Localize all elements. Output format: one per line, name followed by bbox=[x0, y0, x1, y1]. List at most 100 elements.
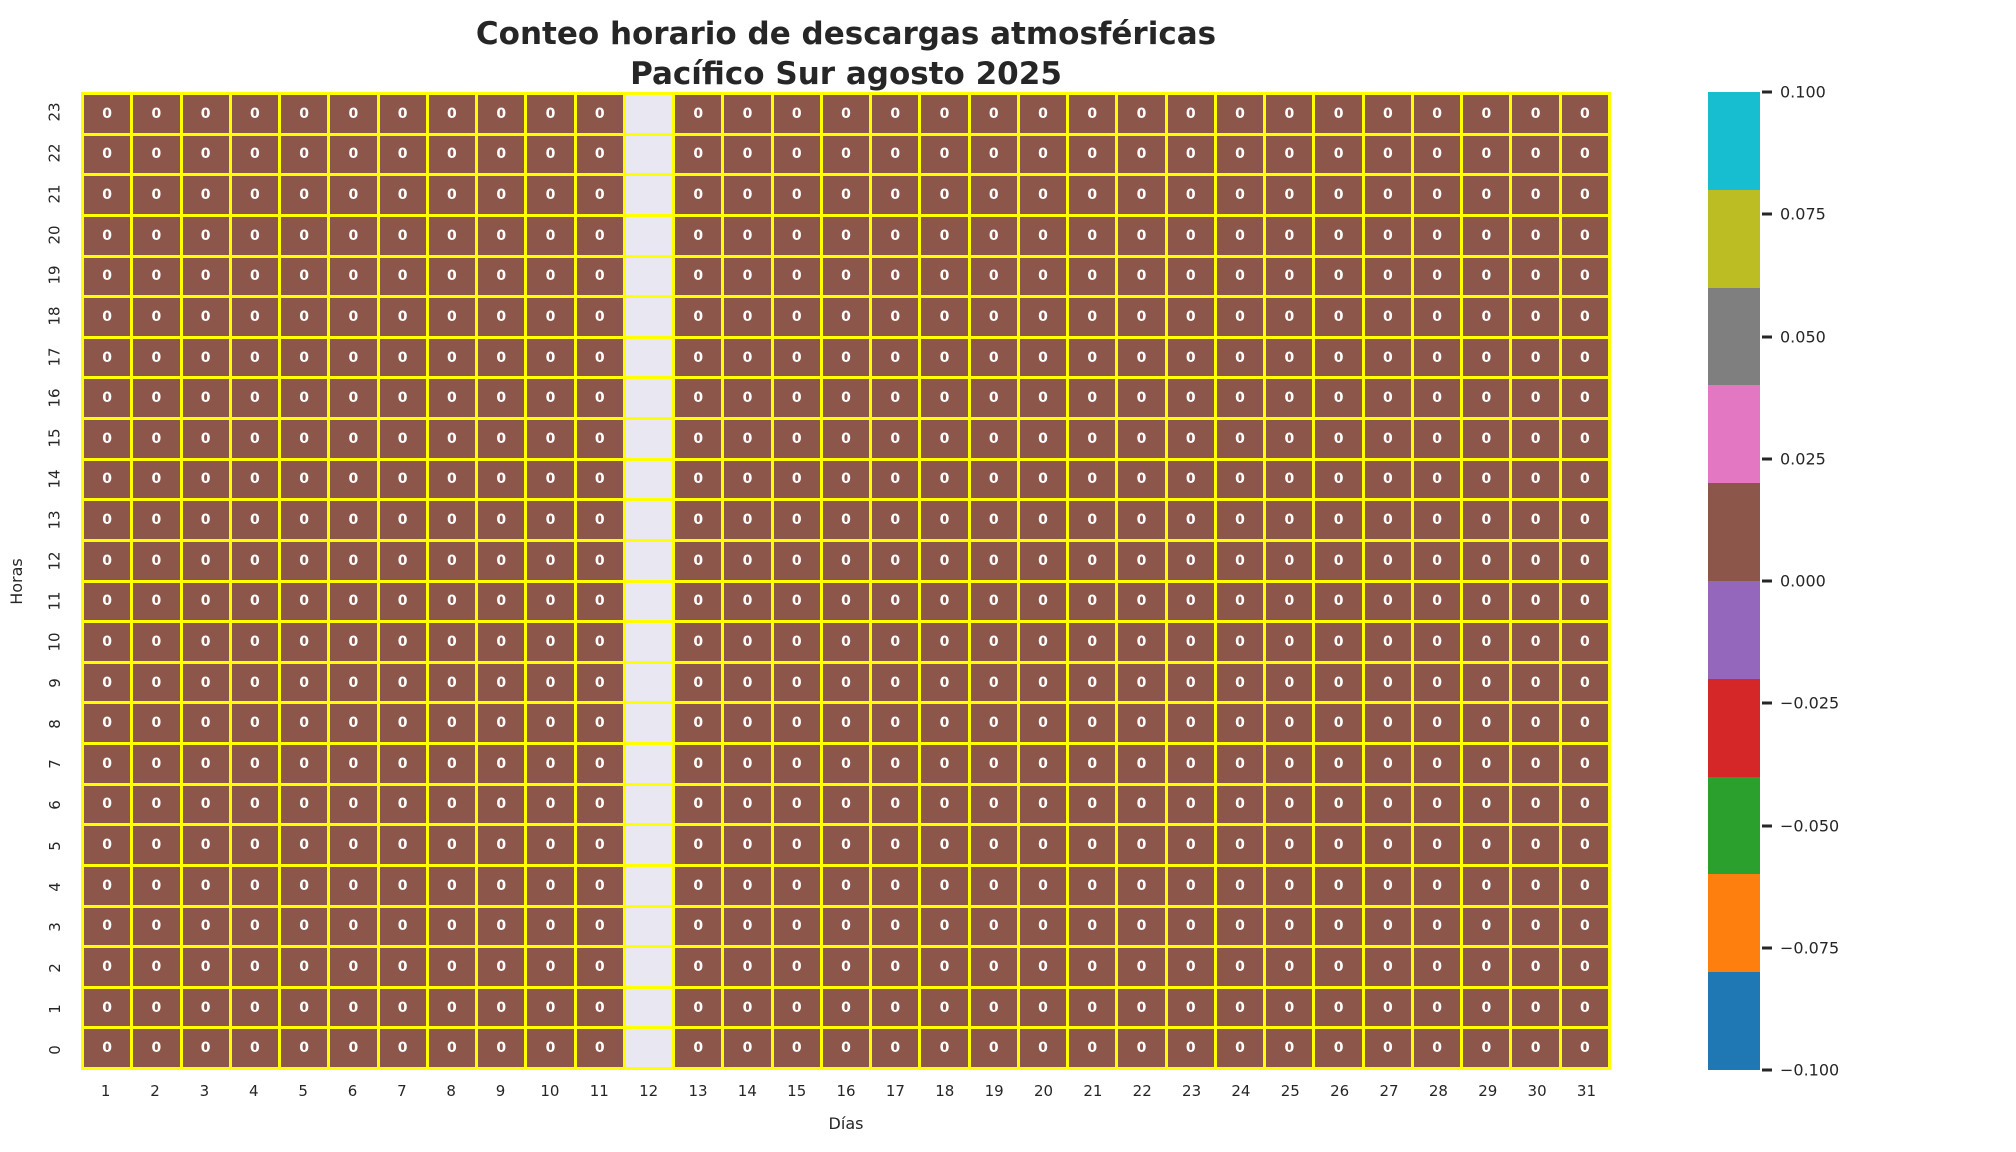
heatmap-cell: 0 bbox=[576, 257, 623, 296]
heatmap-cell: 0 bbox=[1413, 988, 1461, 1027]
heatmap-cell: 0 bbox=[478, 907, 525, 946]
heatmap-cell: 0 bbox=[724, 745, 771, 783]
heatmap-cell: 0 bbox=[428, 135, 476, 174]
heatmap-cell: 0 bbox=[1069, 501, 1116, 539]
heatmap-cell: 0 bbox=[428, 1029, 476, 1067]
heatmap-cell: 0 bbox=[1266, 704, 1313, 742]
heatmap-cell: 0 bbox=[1118, 745, 1165, 783]
heatmap-cell: 0 bbox=[1413, 907, 1461, 946]
heatmap-cell: 0 bbox=[1069, 826, 1116, 864]
colorbar-tick: −0.100 bbox=[1762, 1061, 1839, 1080]
heatmap-cell: 0 bbox=[84, 95, 131, 133]
heatmap-cell-missing bbox=[625, 907, 673, 946]
heatmap-cell: 0 bbox=[231, 623, 279, 661]
heatmap-cell: 0 bbox=[428, 663, 476, 702]
heatmap-cell: 0 bbox=[724, 501, 771, 539]
y-axis-label: Horas bbox=[6, 557, 26, 605]
heatmap-cell: 0 bbox=[872, 866, 919, 905]
heatmap-cell: 0 bbox=[675, 988, 722, 1027]
heatmap-cell: 0 bbox=[133, 907, 180, 946]
heatmap-cell: 0 bbox=[1167, 663, 1214, 702]
heatmap-cell: 0 bbox=[527, 745, 574, 783]
heatmap-cell: 0 bbox=[822, 663, 870, 702]
heatmap-cell: 0 bbox=[921, 379, 968, 417]
heatmap-cell: 0 bbox=[822, 216, 870, 255]
colorbar-tick-label: 0.000 bbox=[1780, 571, 1826, 591]
heatmap-cell: 0 bbox=[182, 216, 229, 255]
heatmap-cell: 0 bbox=[1413, 460, 1461, 499]
heatmap-cell: 0 bbox=[872, 623, 919, 661]
heatmap-cell: 0 bbox=[133, 663, 180, 702]
heatmap-cell: 0 bbox=[133, 460, 180, 499]
heatmap-cell: 0 bbox=[1364, 663, 1411, 702]
heatmap-cell: 0 bbox=[921, 826, 968, 864]
heatmap-cell: 0 bbox=[1413, 866, 1461, 905]
heatmap-cell: 0 bbox=[1364, 907, 1411, 946]
heatmap-cell: 0 bbox=[576, 582, 623, 621]
heatmap-cell: 0 bbox=[1413, 745, 1461, 783]
heatmap-cell: 0 bbox=[1463, 379, 1510, 417]
heatmap-cell: 0 bbox=[1266, 379, 1313, 417]
heatmap-cell: 0 bbox=[1118, 988, 1165, 1027]
heatmap-cell: 0 bbox=[1266, 826, 1313, 864]
heatmap-cell: 0 bbox=[724, 948, 771, 986]
colorbar-tick-label: 0.100 bbox=[1780, 82, 1826, 102]
heatmap-cell: 0 bbox=[478, 298, 525, 336]
heatmap-cell: 0 bbox=[872, 135, 919, 174]
heatmap-cell: 0 bbox=[1413, 704, 1461, 742]
heatmap-cell: 0 bbox=[182, 176, 229, 214]
heatmap-cell: 0 bbox=[773, 826, 820, 864]
heatmap-cell: 0 bbox=[1069, 541, 1116, 580]
heatmap-cell: 0 bbox=[1315, 501, 1362, 539]
heatmap-cell: 0 bbox=[773, 988, 820, 1027]
heatmap-cell: 0 bbox=[1315, 988, 1362, 1027]
heatmap-cell: 0 bbox=[133, 704, 180, 742]
heatmap-cell: 0 bbox=[1413, 541, 1461, 580]
heatmap-cell: 0 bbox=[84, 907, 131, 946]
y-tick-slot: 11 bbox=[38, 581, 72, 622]
heatmap-cell: 0 bbox=[478, 1029, 525, 1067]
heatmap-cell: 0 bbox=[872, 541, 919, 580]
x-tick-labels: 1 2 3 4 5 6 7 8 9 10 11 12 13 14 15 16 17 18 19 20 21 22 23 24 2… bbox=[81, 1082, 1611, 1100]
y-tick-label: 21 bbox=[46, 184, 64, 204]
heatmap-cell: 0 bbox=[1069, 298, 1116, 336]
chart-title-line-2: Pacífico Sur agosto 2025 bbox=[630, 56, 1062, 92]
heatmap-cell: 0 bbox=[428, 501, 476, 539]
y-tick-slot: 18 bbox=[38, 296, 72, 337]
y-tick-slot: 0 bbox=[38, 1029, 72, 1070]
heatmap-cell: 0 bbox=[1069, 176, 1116, 214]
heatmap-cell: 0 bbox=[1216, 420, 1264, 458]
heatmap-cell: 0 bbox=[281, 95, 328, 133]
heatmap-cell: 0 bbox=[970, 95, 1017, 133]
heatmap-cell: 0 bbox=[379, 907, 426, 946]
heatmap-cell: 0 bbox=[428, 338, 476, 377]
heatmap-cell: 0 bbox=[527, 907, 574, 946]
heatmap-cell: 0 bbox=[133, 866, 180, 905]
heatmap-cell: 0 bbox=[133, 623, 180, 661]
heatmap-cell: 0 bbox=[822, 907, 870, 946]
heatmap-cell: 0 bbox=[231, 338, 279, 377]
heatmap-cell: 0 bbox=[1118, 785, 1165, 824]
x-tick-label: 17 bbox=[885, 1082, 905, 1100]
heatmap-cell: 0 bbox=[330, 623, 377, 661]
x-tick-label: 5 bbox=[298, 1082, 308, 1100]
heatmap-cell: 0 bbox=[1315, 298, 1362, 336]
heatmap-cell: 0 bbox=[1266, 541, 1313, 580]
heatmap-cell: 0 bbox=[1413, 298, 1461, 336]
heatmap-cell: 0 bbox=[724, 257, 771, 296]
heatmap-cell: 0 bbox=[379, 420, 426, 458]
heatmap-cell: 0 bbox=[1216, 298, 1264, 336]
heatmap-cell: 0 bbox=[428, 379, 476, 417]
y-tick-label: 13 bbox=[46, 510, 64, 530]
heatmap-cell: 0 bbox=[281, 257, 328, 296]
heatmap-cell: 0 bbox=[872, 988, 919, 1027]
heatmap-cell: 0 bbox=[231, 785, 279, 824]
heatmap-cell: 0 bbox=[428, 176, 476, 214]
heatmap-cell: 0 bbox=[675, 176, 722, 214]
heatmap-cell: 0 bbox=[1019, 866, 1067, 905]
heatmap-cell: 0 bbox=[379, 988, 426, 1027]
heatmap-cell: 0 bbox=[1561, 135, 1608, 174]
x-tick-label: 29 bbox=[1478, 1082, 1498, 1100]
heatmap-cell: 0 bbox=[872, 745, 919, 783]
heatmap-cell: 0 bbox=[921, 907, 968, 946]
